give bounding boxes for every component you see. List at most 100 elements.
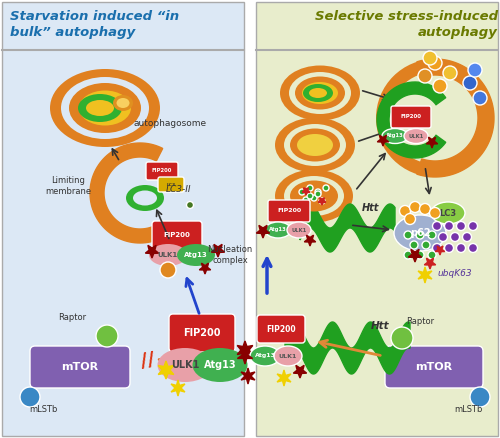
Text: ULK1: ULK1 xyxy=(408,134,424,138)
Ellipse shape xyxy=(303,197,309,203)
Ellipse shape xyxy=(391,327,413,349)
Ellipse shape xyxy=(404,213,415,225)
FancyBboxPatch shape xyxy=(30,346,130,388)
Ellipse shape xyxy=(307,193,313,199)
Ellipse shape xyxy=(295,77,345,110)
Ellipse shape xyxy=(376,59,494,177)
Ellipse shape xyxy=(456,244,466,252)
Ellipse shape xyxy=(284,176,344,216)
Ellipse shape xyxy=(404,128,428,144)
Text: Raptor: Raptor xyxy=(58,314,86,322)
Ellipse shape xyxy=(456,222,466,230)
Text: ULK1: ULK1 xyxy=(158,252,178,258)
Polygon shape xyxy=(302,188,310,195)
Ellipse shape xyxy=(315,189,321,195)
Polygon shape xyxy=(237,341,253,359)
Polygon shape xyxy=(378,135,388,146)
Ellipse shape xyxy=(404,231,412,239)
Ellipse shape xyxy=(404,251,412,259)
Ellipse shape xyxy=(418,69,432,83)
Ellipse shape xyxy=(287,222,311,238)
Polygon shape xyxy=(417,59,494,177)
Polygon shape xyxy=(424,258,436,269)
Polygon shape xyxy=(294,365,306,378)
Ellipse shape xyxy=(78,94,122,122)
Text: mLSTb: mLSTb xyxy=(29,405,57,413)
Polygon shape xyxy=(277,370,291,386)
Text: ULK1: ULK1 xyxy=(292,227,306,233)
Text: ULK1: ULK1 xyxy=(171,360,199,370)
Ellipse shape xyxy=(422,241,430,249)
Text: Nucleation
complex: Nucleation complex xyxy=(208,245,252,265)
FancyBboxPatch shape xyxy=(257,315,305,343)
Ellipse shape xyxy=(410,201,420,212)
Text: Atg13: Atg13 xyxy=(184,252,208,258)
Ellipse shape xyxy=(158,348,212,382)
Ellipse shape xyxy=(69,83,141,133)
Ellipse shape xyxy=(290,180,338,212)
Ellipse shape xyxy=(133,191,157,205)
Text: FIP200: FIP200 xyxy=(400,114,421,120)
Text: LC3: LC3 xyxy=(166,183,175,187)
Ellipse shape xyxy=(420,204,430,215)
Text: mTOR: mTOR xyxy=(62,362,98,372)
Text: Atg13: Atg13 xyxy=(269,227,287,233)
Ellipse shape xyxy=(423,51,437,65)
Text: p62: p62 xyxy=(410,228,430,238)
Polygon shape xyxy=(171,380,185,396)
Polygon shape xyxy=(200,263,210,274)
Ellipse shape xyxy=(274,346,302,366)
Ellipse shape xyxy=(186,201,194,208)
Text: ULK1: ULK1 xyxy=(279,353,297,358)
Polygon shape xyxy=(238,350,252,364)
Text: autophagosome: autophagosome xyxy=(134,119,206,127)
Polygon shape xyxy=(408,249,422,262)
Text: Atg13: Atg13 xyxy=(386,134,404,138)
FancyBboxPatch shape xyxy=(169,314,235,352)
Text: mLSTb: mLSTb xyxy=(454,405,482,413)
Ellipse shape xyxy=(463,76,477,90)
Ellipse shape xyxy=(428,251,436,259)
Text: ubqK63: ubqK63 xyxy=(438,268,472,278)
Ellipse shape xyxy=(290,128,340,162)
Text: FIP200: FIP200 xyxy=(183,328,221,338)
Polygon shape xyxy=(318,198,326,205)
Ellipse shape xyxy=(20,387,40,407)
Ellipse shape xyxy=(302,82,338,104)
Ellipse shape xyxy=(250,346,280,366)
Ellipse shape xyxy=(462,233,471,241)
Polygon shape xyxy=(158,361,174,379)
Ellipse shape xyxy=(416,251,424,259)
Polygon shape xyxy=(435,246,445,255)
Ellipse shape xyxy=(297,134,333,156)
Ellipse shape xyxy=(450,233,460,241)
Polygon shape xyxy=(241,368,255,384)
Text: Atg13: Atg13 xyxy=(204,360,236,370)
Text: Selective stress-induced
autophagy: Selective stress-induced autophagy xyxy=(315,10,498,39)
Ellipse shape xyxy=(433,79,447,93)
Ellipse shape xyxy=(444,244,454,252)
Text: FIP200: FIP200 xyxy=(164,232,190,238)
Ellipse shape xyxy=(443,66,457,80)
Ellipse shape xyxy=(468,244,477,252)
Ellipse shape xyxy=(311,195,317,201)
Ellipse shape xyxy=(470,387,490,407)
Text: Limiting
membrane: Limiting membrane xyxy=(45,177,91,196)
Polygon shape xyxy=(90,143,162,243)
Text: FIP200: FIP200 xyxy=(277,208,301,213)
Ellipse shape xyxy=(61,77,149,139)
Text: Htt: Htt xyxy=(370,321,390,331)
Ellipse shape xyxy=(410,241,418,249)
Ellipse shape xyxy=(428,56,442,70)
FancyBboxPatch shape xyxy=(152,221,202,249)
Ellipse shape xyxy=(432,244,442,252)
Text: Starvation induced “in
bulk” autophagy: Starvation induced “in bulk” autophagy xyxy=(10,10,179,39)
Ellipse shape xyxy=(430,208,440,219)
Polygon shape xyxy=(212,244,224,257)
Ellipse shape xyxy=(303,84,333,102)
Ellipse shape xyxy=(192,348,248,382)
Ellipse shape xyxy=(149,244,187,266)
Text: LC3-II: LC3-II xyxy=(165,186,191,194)
FancyBboxPatch shape xyxy=(268,200,310,222)
Ellipse shape xyxy=(438,233,448,241)
